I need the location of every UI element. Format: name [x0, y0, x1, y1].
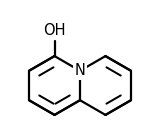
Text: OH: OH [43, 23, 66, 38]
Text: N: N [75, 63, 85, 78]
